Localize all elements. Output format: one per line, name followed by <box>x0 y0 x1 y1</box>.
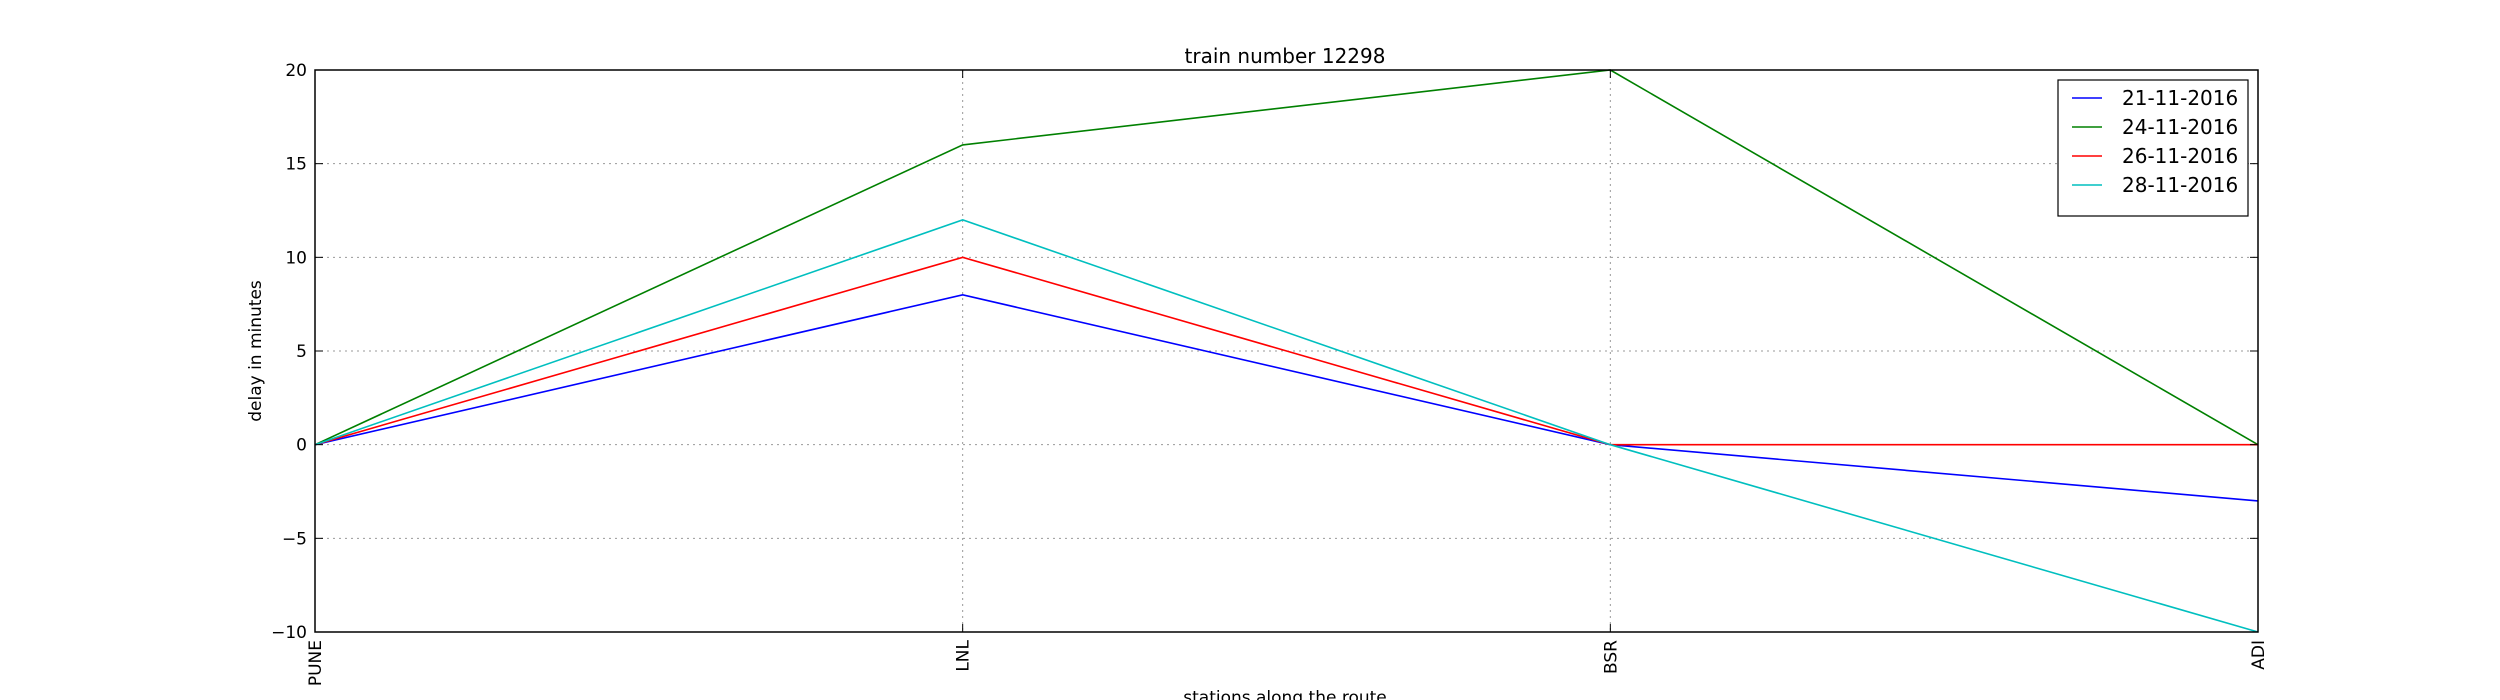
series-line <box>314 256 2258 446</box>
x-tick-label: LNL <box>954 639 974 671</box>
y-tick-label: 0 <box>296 436 307 456</box>
legend-box <box>2057 79 2249 217</box>
legend-label: 24-11-2016 <box>2122 115 2238 139</box>
series-line <box>314 219 2259 633</box>
legend-label: 28-11-2016 <box>2122 173 2238 197</box>
series-lines <box>314 69 2259 633</box>
series-line <box>314 293 2259 502</box>
y-tick-label: 15 <box>285 155 307 175</box>
x-tick-label: ADI <box>2249 640 2269 670</box>
x-tick-label: PUNE <box>306 640 326 686</box>
legend: 21-11-2016 24-11-2016 26-11-2016 28-11-2016 <box>2057 79 2249 217</box>
y-axis-label: delay in minutes <box>246 280 266 422</box>
y-tick-label: 5 <box>296 342 307 362</box>
x-axis-label: stations along the route <box>1183 688 1387 700</box>
legend-label: 26-11-2016 <box>2122 144 2238 168</box>
legend-label: 21-11-2016 <box>2122 86 2238 110</box>
gridlines <box>315 70 2258 632</box>
y-tick-label: 20 <box>285 61 307 81</box>
y-tick-label: −10 <box>271 623 307 643</box>
x-tick-label: BSR <box>1601 640 1621 674</box>
y-tick-label: −5 <box>282 529 307 549</box>
chart-title: train number 12298 <box>1185 44 1386 68</box>
x-axis-ticks: PUNE LNL BSR ADI <box>306 70 2269 686</box>
series-line <box>314 69 2259 446</box>
y-axis-ticks: 20 15 10 5 0 −5 −10 <box>271 61 2258 643</box>
y-tick-label: 10 <box>285 248 307 268</box>
